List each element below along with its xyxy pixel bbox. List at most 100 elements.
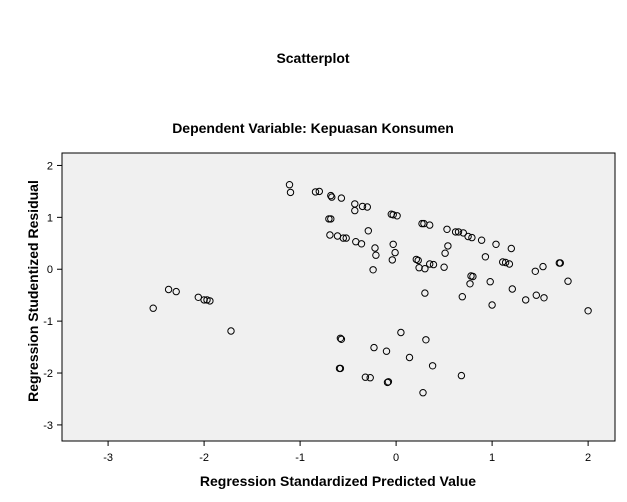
scatter-point	[532, 291, 540, 299]
scatter-point	[531, 267, 539, 275]
scatter-point	[418, 219, 426, 228]
scatter-point	[443, 225, 451, 234]
scatter-point	[481, 253, 490, 261]
scatter-point	[361, 373, 370, 381]
scatter-point	[422, 336, 430, 344]
scatter-point	[440, 263, 448, 271]
scatter-point	[206, 297, 214, 305]
scatter-point	[441, 249, 449, 257]
scatter-point	[419, 389, 427, 397]
scatter-point	[428, 362, 437, 370]
scatter-point	[507, 244, 515, 253]
y-axis-label: Regression Studentized Residual	[25, 180, 41, 402]
scatter-point	[421, 265, 429, 273]
x-tick-label: 1	[489, 452, 495, 464]
scatter-point	[336, 334, 345, 342]
scatter-point	[397, 328, 405, 337]
scatter-point	[522, 296, 530, 304]
scatter-point	[501, 258, 510, 267]
scatter-point	[285, 181, 294, 189]
scatter-point	[492, 240, 500, 249]
scatter-point	[311, 188, 320, 196]
scatter-point	[564, 277, 572, 285]
scatter-point	[389, 211, 397, 219]
scatter-point	[364, 227, 372, 235]
scatter-point	[477, 236, 486, 244]
scatter-point	[458, 293, 466, 301]
scatter-point	[326, 231, 334, 239]
scatter-point	[388, 256, 396, 264]
scatter-point	[540, 294, 548, 302]
scatter-point	[389, 240, 397, 249]
scatter-point	[383, 378, 392, 387]
x-tick-label: -3	[103, 452, 113, 464]
scatter-point	[444, 242, 452, 250]
scatter-point	[172, 287, 180, 296]
scatter-point	[469, 272, 477, 281]
scatter-point	[371, 244, 379, 252]
scatter-point	[286, 188, 295, 197]
scatter-point	[454, 228, 463, 236]
scatter-point	[366, 374, 374, 382]
scatter-point	[508, 285, 516, 293]
scatter-point	[315, 187, 323, 196]
scatter-point	[393, 212, 401, 220]
scatter-point	[457, 371, 466, 380]
scatter-point	[227, 327, 235, 335]
x-tick-label: 0	[393, 452, 399, 464]
x-axis: -3 -2 -1 0 1 2	[103, 441, 591, 464]
data-points	[149, 181, 592, 397]
scatter-point	[384, 378, 393, 386]
scatter-point	[357, 240, 366, 248]
scatter-point	[459, 229, 467, 237]
scatter-point	[414, 256, 422, 265]
scatter-point	[337, 335, 346, 343]
scatter-point	[499, 258, 507, 266]
scatter-point	[370, 343, 378, 352]
scatter-point	[372, 251, 380, 259]
chart-title: Scatterplot	[276, 50, 349, 66]
scatter-point	[468, 233, 476, 242]
y-tick-label: -3	[43, 420, 53, 432]
scatter-point	[421, 289, 429, 297]
scatter-point	[584, 307, 592, 315]
y-tick-label: 0	[47, 264, 53, 276]
x-tick-label: 2	[585, 452, 591, 464]
plot-area	[61, 152, 616, 442]
scatter-point	[337, 194, 346, 202]
scatter-point	[149, 304, 157, 312]
scatter-point	[451, 228, 460, 236]
scatter-point	[426, 221, 434, 229]
scatter-point	[363, 203, 371, 211]
scatter-point	[342, 234, 350, 242]
scatter-point	[327, 215, 335, 223]
scatter-point	[382, 347, 391, 355]
scatter-point	[335, 364, 344, 373]
x-tick-label: -1	[295, 452, 305, 464]
scatter-point	[328, 193, 336, 201]
scatter-point	[405, 353, 414, 362]
scatter-point	[339, 234, 347, 242]
y-tick-label: 2	[47, 160, 53, 172]
scatter-point	[429, 260, 438, 269]
scatter-point	[466, 280, 474, 288]
x-tick-label: -2	[199, 452, 209, 464]
y-tick-label: -1	[43, 316, 53, 328]
scatter-point	[505, 260, 514, 268]
scatter-point	[464, 232, 472, 241]
scatter-point	[486, 278, 494, 286]
x-axis-label: Regression Standardized Predicted Value	[200, 473, 476, 489]
scatter-point	[358, 202, 367, 211]
y-tick-label: -2	[43, 368, 53, 380]
scatter-point	[164, 285, 173, 294]
scatter-point	[325, 215, 333, 223]
scatter-point	[426, 260, 434, 268]
y-axis: -3 -2 -1 0 1 2	[43, 160, 62, 432]
scatter-point	[391, 248, 399, 257]
y-tick-label: 1	[47, 212, 53, 224]
scatter-point	[327, 191, 335, 200]
chart-subtitle: Dependent Variable: Kepuasan Konsumen	[172, 120, 454, 136]
scatter-point	[369, 266, 377, 274]
